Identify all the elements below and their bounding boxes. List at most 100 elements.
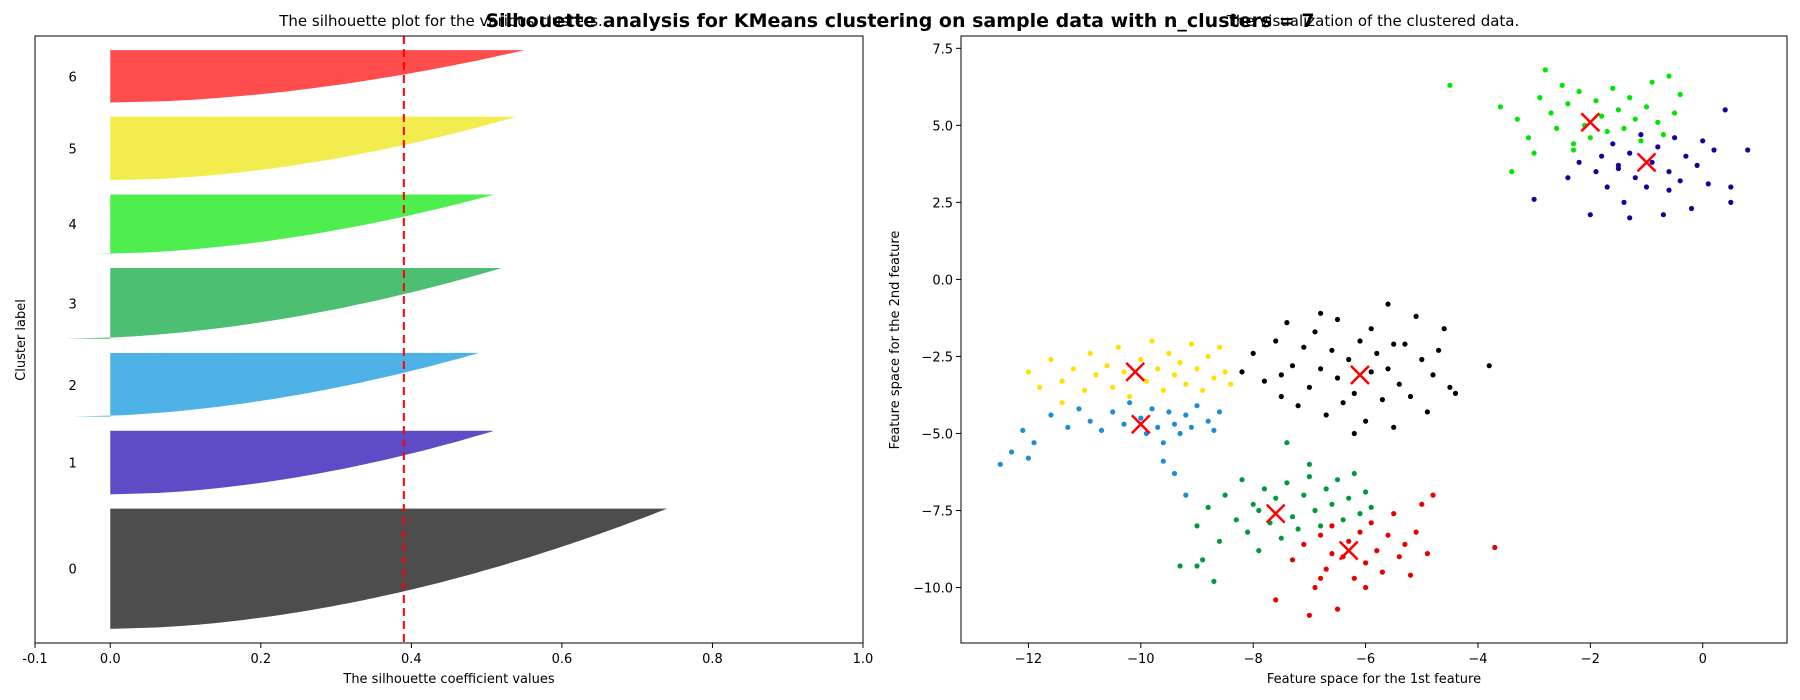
scatter-point-cluster-2 [1177,430,1183,437]
scatter-point-cluster-5 [1649,79,1655,85]
scatter-point-cluster-0 [1273,338,1279,344]
scatter-point-cluster-1 [1171,372,1178,378]
scatter-y-tick-label: 2.5 [932,196,953,211]
scatter-point-cluster-6 [1615,162,1621,168]
scatter-point-cluster-1 [1166,350,1172,356]
scatter-point-cluster-3 [1233,517,1239,523]
scatter-point-cluster-3 [1250,501,1256,507]
scatter-point-cluster-3 [1284,440,1290,446]
scatter-point-cluster-3 [1256,507,1262,514]
scatter-point-cluster-0 [1379,397,1385,403]
scatter-point-cluster-1 [1138,356,1144,363]
scatter-point-cluster-0 [1334,375,1341,381]
scatter-point-cluster-6 [1627,150,1633,156]
scatter-point-cluster-1 [1037,384,1043,390]
scatter-point-cluster-2 [1098,427,1105,433]
scatter-point-cluster-0 [1486,363,1492,369]
scatter-point-cluster-6 [1672,135,1678,141]
scatter-point-cluster-0 [1323,412,1329,418]
scatter-point-cluster-6 [1700,138,1706,144]
scatter-point-cluster-2 [1183,412,1189,418]
scatter-point-cluster-5 [1638,138,1644,144]
scatter-point-cluster-1 [1070,366,1076,372]
scatter-point-cluster-2 [1171,421,1178,427]
scatter-point-cluster-2 [1160,458,1166,464]
scatter-plot-title: The visualization of the clustered data. [1226,12,1520,30]
scatter-point-cluster-4 [1385,532,1391,538]
scatter-y-tick-label: 5.0 [932,119,953,134]
scatter-point-cluster-5 [1621,125,1627,131]
scatter-point-cluster-4 [1329,523,1335,529]
silhouette-plot: The silhouette plot for the various clus… [14,12,873,687]
scatter-y-tick-label: −7.5 [921,505,953,520]
silhouette-area-cluster-0 [110,508,668,629]
scatter-point-cluster-3 [1340,517,1346,523]
cluster-label-6: 6 [68,70,76,85]
silhouette-x-tick-label: 0.2 [250,652,271,667]
scatter-point-cluster-6 [1599,153,1605,159]
silhouette-areas [65,50,668,629]
scatter-point-cluster-0 [1318,310,1324,316]
scatter-point-cluster-6 [1728,199,1734,205]
scatter-point-cluster-3 [1357,510,1363,517]
scatter-point-cluster-4 [1312,584,1318,591]
scatter-point-cluster-1 [1087,350,1093,356]
scatter-point-cluster-0 [1368,369,1374,375]
scatter-point-cluster-3 [1351,470,1357,477]
cluster-center-marker-4 [1338,540,1359,561]
scatter-x-tick-label: −2 [1581,652,1600,667]
cluster-center-marker-5 [1580,112,1601,133]
scatter-point-cluster-6 [1694,162,1700,168]
cluster-label-5: 5 [68,142,76,157]
scatter-point-cluster-0 [1419,356,1425,363]
scatter-point-cluster-0 [1447,384,1453,390]
scatter-point-cluster-4 [1402,541,1408,548]
scatter-point-cluster-5 [1599,113,1605,119]
scatter-point-cluster-0 [1374,350,1380,356]
scatter-point-cluster-3 [1273,495,1279,501]
scatter-point-cluster-1 [1188,341,1194,347]
scatter-x-label: Feature space for the 1st feature [1267,672,1481,687]
scatter-point-cluster-2 [1188,424,1194,430]
cluster-scatter-plot: The visualization of the clustered data.… [888,12,1788,687]
scatter-points [997,67,1751,618]
scatter-point-cluster-2 [1009,449,1015,455]
scatter-point-cluster-6 [1649,159,1655,165]
scatter-y-tick-label: 0.0 [932,273,953,288]
scatter-point-cluster-5 [1677,91,1683,98]
scatter-point-cluster-0 [1436,347,1442,353]
scatter-point-cluster-4 [1379,569,1385,575]
silhouette-x-tick-label: -0.1 [22,652,47,667]
scatter-point-cluster-0 [1385,301,1391,307]
scatter-point-cluster-2 [1166,409,1172,415]
silhouette-plot-frame [34,35,864,644]
scatter-point-cluster-5 [1660,132,1666,138]
cluster-label-4: 4 [68,218,76,233]
scatter-point-cluster-2 [1183,492,1189,498]
scatter-point-cluster-0 [1278,372,1284,378]
scatter-point-cluster-0 [1407,393,1414,400]
cluster-center-marker-2 [1130,414,1151,435]
scatter-point-cluster-1 [1059,378,1065,384]
scatter-point-cluster-5 [1627,95,1633,101]
scatter-point-cluster-0 [1301,344,1307,350]
scatter-point-cluster-3 [1312,507,1318,514]
scatter-point-cluster-5 [1604,128,1610,135]
scatter-point-cluster-1 [1121,369,1127,375]
scatter-x-tick-label: −8 [1244,652,1263,667]
scatter-point-cluster-5 [1497,104,1503,110]
scatter-point-cluster-4 [1318,532,1324,538]
scatter-point-cluster-4 [1346,538,1352,544]
scatter-point-cluster-0 [1250,350,1256,356]
scatter-point-cluster-0 [1391,424,1397,430]
scatter-point-cluster-6 [1610,141,1616,147]
scatter-point-cluster-2 [1216,409,1223,415]
scatter-point-cluster-0 [1351,390,1357,396]
scatter-point-cluster-4 [1419,501,1425,507]
scatter-point-cluster-4 [1368,520,1374,526]
scatter-point-cluster-5 [1570,141,1577,147]
scatter-point-cluster-2 [997,461,1003,467]
scatter-point-cluster-1 [1194,366,1200,372]
silhouette-y-label: Cluster label [14,299,29,381]
